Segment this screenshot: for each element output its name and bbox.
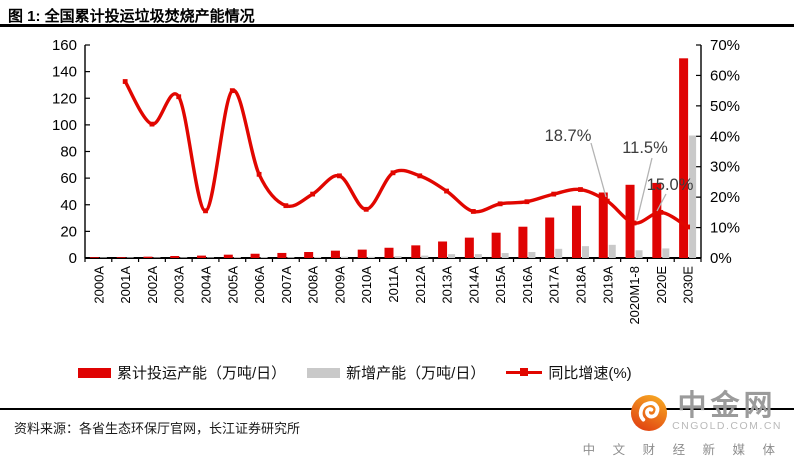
- source-text: 资料来源：各省生态环保厅官网，长江证券研究所: [14, 421, 301, 436]
- new-capacity-bars: [99, 135, 697, 258]
- cngold-logo-tagline: 中 文 财 经 新 媒 体: [582, 443, 782, 457]
- legend-label-cumulative: 累计投运产能（万吨/日）: [117, 365, 287, 382]
- new-capacity-bar-swatch-icon: [307, 367, 341, 378]
- svg-text:2011A: 2011A: [386, 266, 401, 303]
- svg-text:0%: 0%: [710, 250, 732, 267]
- svg-text:160: 160: [52, 37, 77, 54]
- figure-title: 图 1: 全国累计投运垃圾焚烧产能情况: [8, 8, 255, 25]
- cngold-logo-name: 中金网: [677, 390, 777, 422]
- svg-text:2030E: 2030E: [681, 266, 696, 304]
- svg-text:2014A: 2014A: [466, 266, 481, 304]
- svg-text:0: 0: [69, 250, 77, 267]
- svg-text:140: 140: [52, 64, 77, 81]
- footer-divider: [0, 408, 794, 410]
- svg-text:100: 100: [52, 117, 77, 134]
- growth-line-swatch-icon: [506, 368, 543, 376]
- svg-text:20%: 20%: [710, 189, 740, 206]
- svg-text:2017A: 2017A: [547, 266, 562, 304]
- svg-text:2012A: 2012A: [413, 266, 428, 304]
- svg-text:2010A: 2010A: [359, 266, 374, 304]
- legend-label-new: 新增产能（万吨/日）: [346, 365, 486, 382]
- figure-title-bar: 图 1: 全国累计投运垃圾焚烧产能情况: [0, 0, 794, 27]
- svg-text:80: 80: [60, 144, 77, 161]
- legend-item-new: 新增产能（万吨/日）: [307, 362, 485, 383]
- svg-text:2007A: 2007A: [279, 266, 294, 304]
- svg-text:2003A: 2003A: [172, 266, 187, 304]
- annotation-leader: [656, 193, 667, 212]
- cngold-logo-icon: [631, 394, 668, 432]
- svg-text:70%: 70%: [710, 37, 740, 54]
- svg-text:2004A: 2004A: [199, 266, 214, 304]
- legend-label-growth: 同比增速(%): [548, 365, 632, 382]
- svg-text:20: 20: [60, 223, 77, 240]
- chart-legend: 累计投运产能（万吨/日） 新增产能（万吨/日） 同比增速(%): [78, 362, 653, 383]
- svg-text:2006A: 2006A: [252, 266, 267, 304]
- svg-text:2013A: 2013A: [440, 266, 455, 304]
- svg-text:120: 120: [52, 90, 77, 107]
- annotation-leader: [636, 157, 653, 221]
- svg-text:2020E: 2020E: [654, 266, 669, 304]
- svg-text:2016A: 2016A: [520, 266, 535, 304]
- cngold-logo-domain: CNGOLD.COM.CN: [672, 420, 782, 432]
- cngold-logo: 中金网 CNGOLD.COM.CN 中 文 财 经 新 媒 体: [583, 390, 782, 457]
- svg-text:2005A: 2005A: [225, 266, 240, 304]
- svg-text:30%: 30%: [710, 159, 740, 176]
- svg-text:40%: 40%: [710, 128, 740, 145]
- svg-text:50%: 50%: [710, 98, 740, 115]
- svg-text:60%: 60%: [710, 67, 740, 84]
- annotation-label: 11.5%: [622, 139, 668, 157]
- svg-text:2018A: 2018A: [573, 266, 588, 304]
- chart-canvas: 0 20 40 60 80 100 120 140 160 0% 10% 20% 30% 40% 50% 60…: [52, 37, 740, 325]
- svg-text:2009A: 2009A: [332, 266, 347, 304]
- annotation-label: 15.0%: [647, 176, 694, 194]
- svg-text:10%: 10%: [710, 220, 740, 237]
- legend-item-cumulative: 累计投运产能（万吨/日）: [78, 362, 286, 383]
- cumulative-bars: [89, 58, 689, 258]
- svg-text:60: 60: [60, 170, 77, 187]
- svg-text:2001A: 2001A: [118, 266, 133, 304]
- svg-text:40: 40: [60, 197, 77, 214]
- legend-item-growth: 同比增速(%): [506, 362, 632, 383]
- annotation-leader: [590, 142, 607, 198]
- svg-text:2000A: 2000A: [91, 266, 106, 304]
- svg-text:2020M1-8: 2020M1-8: [627, 266, 642, 325]
- svg-text:2019A: 2019A: [600, 266, 615, 304]
- svg-text:2008A: 2008A: [306, 266, 321, 304]
- svg-text:2015A: 2015A: [493, 266, 508, 304]
- cumulative-bar-swatch-icon: [78, 367, 111, 378]
- svg-text:2002A: 2002A: [145, 266, 160, 304]
- annotation-label: 18.7%: [545, 127, 592, 145]
